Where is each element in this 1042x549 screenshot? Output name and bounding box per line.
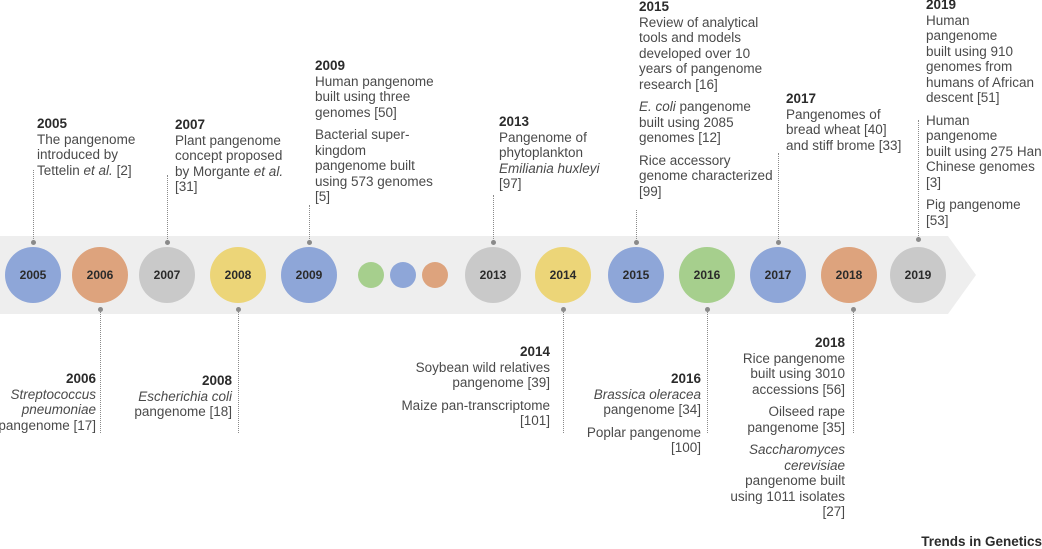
annotation-text: pangenome [17] (0, 417, 96, 433)
year-label: 2016 (670, 371, 701, 386)
connector-pin (634, 240, 639, 245)
annotation-etal: et al. (253, 163, 284, 179)
connector-pin (98, 307, 103, 312)
annotation-species: E. coli (639, 99, 676, 114)
annotation-2007: 2007 Plant pangenome concept proposed by… (175, 117, 295, 195)
annotation-text: The pangenome introduced by Tettelin (37, 131, 136, 178)
annotation-2013: 2013 Pangenome of phytoplankton Emiliani… (499, 114, 614, 192)
connector-pin (31, 240, 36, 245)
connector-line (238, 309, 239, 433)
annotation-text: Saccharomyces cerevisiae pangenome built … (705, 442, 845, 520)
connector-line (853, 309, 854, 433)
annotation-text: Pig pangenome [53] (926, 197, 1021, 228)
connector-pin (236, 307, 241, 312)
annotation-species: Escherichia coli (138, 388, 232, 404)
year-circle-2015: 2015 (608, 247, 664, 303)
annotation-text: Pangenome of phytoplankton (499, 129, 587, 161)
annotation-text: Oilseed rape pangenome [35] (747, 404, 845, 435)
annotation-ref: [97] (499, 176, 522, 191)
year-circle-2009: 2009 (281, 247, 337, 303)
annotation-text-cont: pangenome [34] (603, 402, 701, 417)
connector-pin (491, 240, 496, 245)
annotation-text: Human pangenome built using 910 genomes … (926, 12, 1035, 106)
connector-line (918, 120, 919, 240)
connector-pin (307, 240, 312, 245)
year-circle-2018: 2018 (821, 247, 877, 303)
annotation-species: Brassica oleracea (593, 386, 701, 402)
annotation-2017: 2017 Pangenomes of bread wheat [40] and … (786, 91, 911, 153)
year-label: 2015 (639, 0, 670, 14)
connector-pin (165, 240, 170, 245)
year-label: 2018 (814, 335, 845, 350)
year-circle-2017: 2017 (750, 247, 806, 303)
connector-pin (776, 240, 781, 245)
year-label: 2014 (519, 344, 550, 359)
ellipsis-dot (390, 262, 416, 288)
year-circle-2005: 2005 (5, 247, 61, 303)
year-label: 2006 (65, 371, 96, 386)
year-circle-2019: 2019 (890, 247, 946, 303)
annotation-text: pangenome [18] (134, 404, 232, 419)
connector-line (778, 153, 779, 243)
connector-pin (851, 307, 856, 312)
connector-line (707, 309, 708, 433)
annotation-text: Maize pan-transcriptome [101] (401, 397, 550, 429)
annotation-ref: [2] (112, 162, 132, 178)
connector-line (563, 309, 564, 433)
annotation-2015: 2015 Review of analytical tools and mode… (639, 0, 779, 199)
annotation-text: Review of analytical tools and models de… (639, 14, 763, 92)
annotation-text: Bacterial super- kingdom pangenome built… (315, 127, 433, 204)
year-label: 2019 (926, 0, 957, 12)
annotation-2019: 2019 Human pangenome built using 910 gen… (926, 0, 1042, 228)
connector-pin (561, 307, 566, 312)
annotation-2005: 2005 The pangenome introduced by Tetteli… (37, 116, 152, 178)
annotation-text: Soybean wild relatives pangenome [39] (415, 359, 550, 391)
annotation-text-cont: pangenome built using 2085 genomes [12] (639, 99, 751, 145)
connector-line (33, 170, 34, 243)
annotation-2018: 2018 Rice pangenome built using 3010 acc… (705, 335, 845, 520)
connector-line (167, 175, 168, 243)
year-circle-2013: 2013 (465, 247, 521, 303)
annotation-2006: 2006 Streptococcus pneumoniae pangenome … (0, 371, 96, 433)
annotation-text: Brassica oleracea pangenome [34] (571, 387, 701, 418)
annotation-2016: 2016 Brassica oleracea pangenome [34] Pop… (571, 371, 701, 456)
connector-line (636, 210, 637, 243)
annotation-text: Rice pangenome built using 3010 accessio… (742, 350, 845, 397)
annotation-text: Pangenomes of bread wheat [40] and stiff… (786, 106, 902, 153)
annotation-species: Emiliania huxleyi (499, 160, 600, 176)
year-label: 2017 (786, 91, 817, 106)
year-label: 2013 (499, 114, 530, 129)
connector-line (493, 195, 494, 243)
annotation-species: Streptococcus pneumoniae (10, 386, 96, 418)
annotation-species: Saccharomyces cerevisiae (748, 442, 845, 473)
annotation-2009: 2009 Human pangenome built using three g… (315, 58, 450, 205)
annotation-text-cont: pangenome built using 1011 isolates [27] (730, 473, 845, 519)
connector-line (100, 309, 101, 433)
annotation-text: Rice accessory genome characterized [99] (639, 152, 773, 199)
annotation-2008: 2008 Escherichia coli pangenome [18] (112, 373, 232, 420)
year-circle-2006: 2006 (72, 247, 128, 303)
annotation-text: E. coli pangenome built using 2085 genom… (639, 99, 779, 146)
annotation-text: Poplar pangenome [100] (586, 424, 701, 456)
year-label: 2009 (315, 58, 346, 73)
connector-line (309, 205, 310, 243)
annotation-etal: et al. (83, 162, 113, 178)
connector-pin (916, 237, 921, 242)
annotation-text: Plant pangenome concept proposed by Morg… (175, 132, 283, 179)
year-circle-2008: 2008 (210, 247, 266, 303)
year-circle-2007: 2007 (139, 247, 195, 303)
journal-credit: Trends in Genetics (921, 534, 1042, 549)
year-circle-2014: 2014 (535, 247, 591, 303)
annotation-ref: [31] (175, 179, 198, 194)
ellipsis-dot (358, 262, 384, 288)
year-circle-2016: 2016 (679, 247, 735, 303)
year-label: 2005 (37, 116, 68, 131)
ellipsis-dot (422, 262, 448, 288)
annotation-text: Human pangenome built using three genome… (315, 73, 434, 120)
connector-pin (705, 307, 710, 312)
annotation-2014: 2014 Soybean wild relatives pangenome [3… (390, 344, 550, 429)
annotation-text: Human pangenome built using 275 Han Chin… (926, 112, 1042, 190)
year-label: 2008 (201, 373, 232, 388)
year-label: 2007 (175, 117, 206, 132)
